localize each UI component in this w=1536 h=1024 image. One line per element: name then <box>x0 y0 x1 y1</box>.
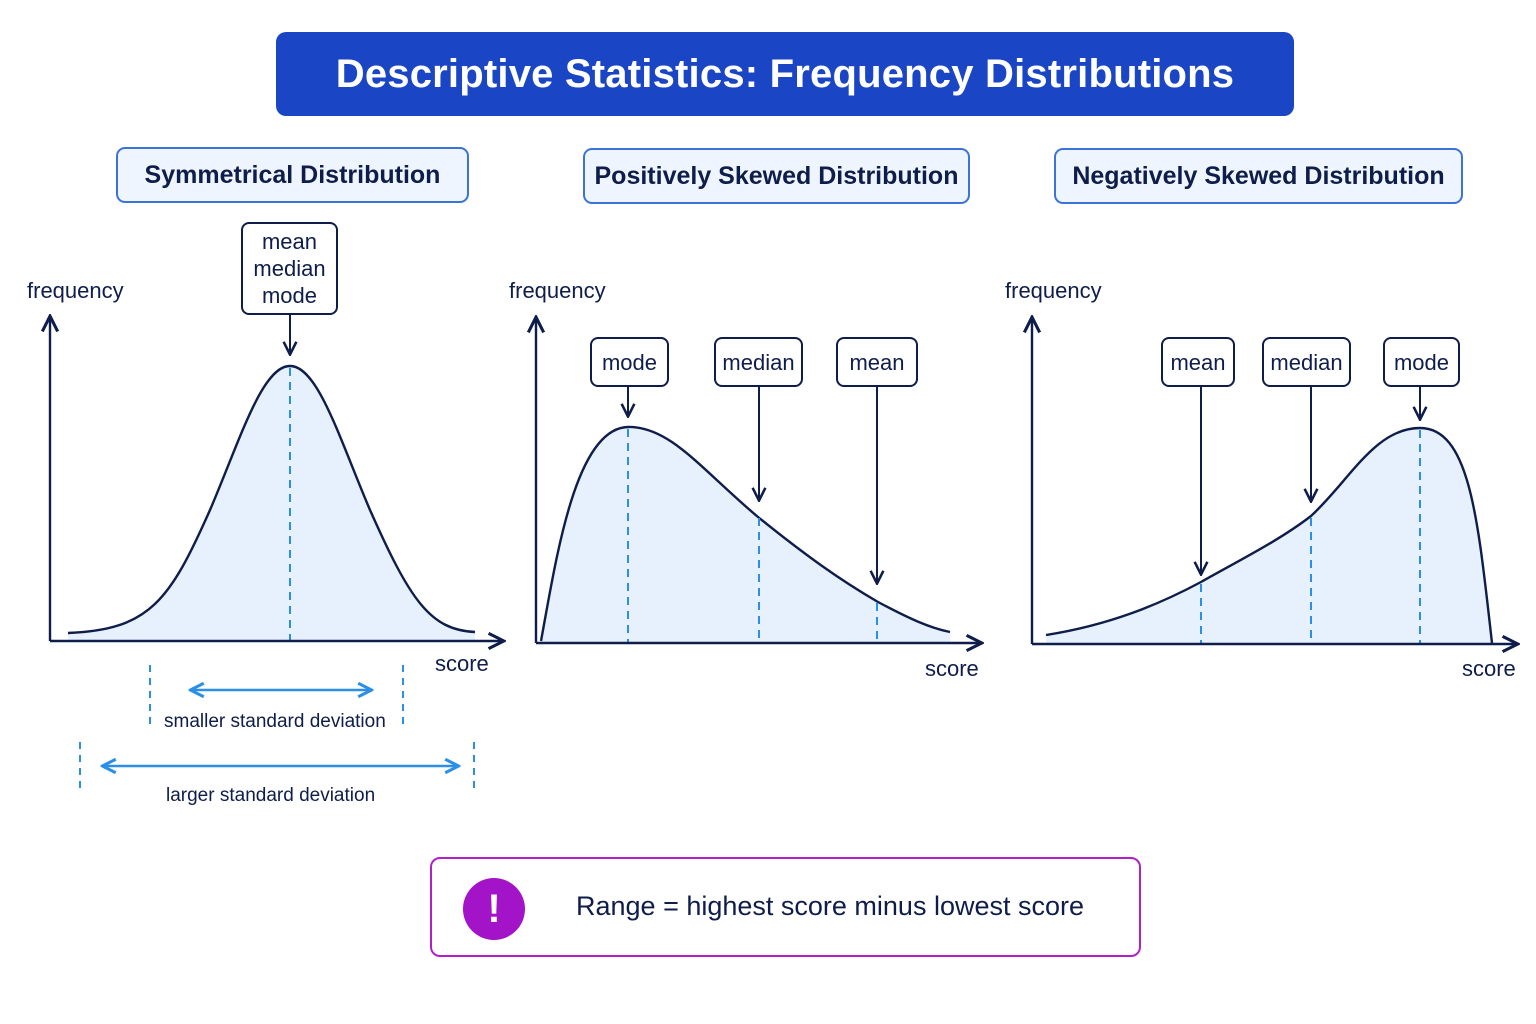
panel-title-positively-skewed: Positively Skewed Distribution <box>583 148 970 204</box>
negative-y-axis-label: frequency <box>1005 278 1102 303</box>
symmetrical-x-axis-label: score <box>435 651 489 676</box>
negative-mean-callout: mean <box>1161 337 1235 387</box>
negative-curve <box>1045 426 1494 644</box>
larger-standard-deviation-label: larger standard deviation <box>166 785 376 806</box>
symmetrical-y-axis-label: frequency <box>27 278 124 303</box>
negative-median-callout: median <box>1262 337 1351 387</box>
symmetrical-curve-fill <box>68 366 475 640</box>
page-title: Descriptive Statistics: Frequency Distri… <box>335 51 1235 96</box>
positively-skewed-panel <box>536 319 980 643</box>
panel-title-negatively-skewed: Negatively Skewed Distribution <box>1054 148 1463 204</box>
range-note: ! Range = highest score minus lowest sco… <box>430 857 1141 957</box>
smaller-standard-deviation-label: smaller standard deviation <box>164 711 386 732</box>
negative-curve-fill <box>1046 428 1492 643</box>
positive-median-callout: median <box>714 337 803 387</box>
symmetrical-panel <box>50 314 502 794</box>
callout-mode-label: mode <box>261 283 318 308</box>
title-banner: Descriptive Statistics: Frequency Distri… <box>276 32 1294 116</box>
symmetrical-central-tendency-callout: mean median mode <box>241 222 338 315</box>
positive-mean-callout: mean <box>836 337 918 387</box>
positive-curve-fill <box>541 426 950 642</box>
positive-x-axis-label: score <box>925 656 979 681</box>
negative-x-axis-label: score <box>1462 656 1516 681</box>
positive-mode-callout: mode <box>590 337 669 387</box>
negatively-skewed-panel <box>1032 319 1516 644</box>
exclamation-icon: ! <box>463 878 525 940</box>
range-definition-text: Range = highest score minus lowest score <box>576 891 1085 921</box>
positive-y-axis-label: frequency <box>509 278 606 303</box>
symmetrical-curve <box>67 364 476 635</box>
callout-mean-label: mean <box>261 229 318 254</box>
callout-median-label: median <box>253 256 326 281</box>
negative-mode-callout: mode <box>1383 337 1460 387</box>
positive-curve <box>539 425 951 642</box>
panel-title-symmetrical: Symmetrical Distribution <box>116 147 469 203</box>
